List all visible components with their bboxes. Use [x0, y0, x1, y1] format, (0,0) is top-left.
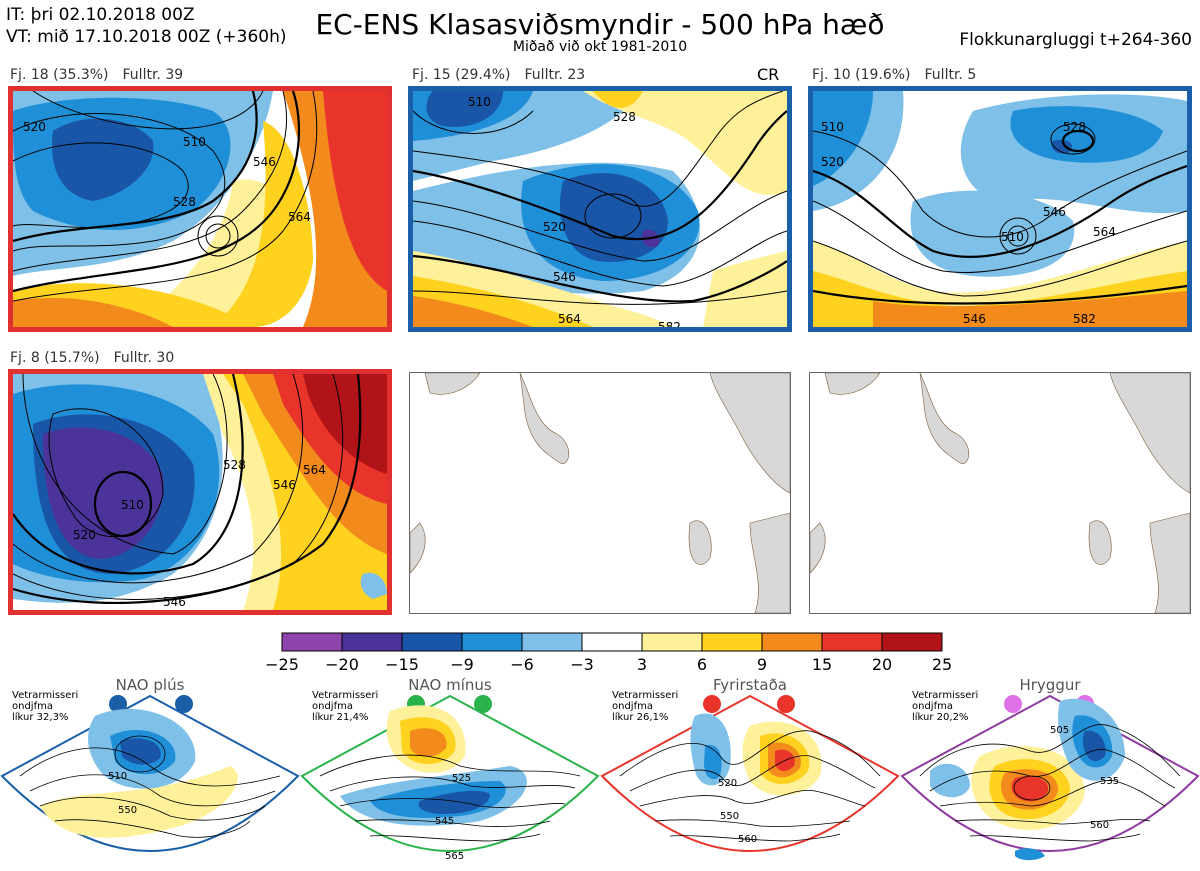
regime-nao-minus: NAO mínus Vetrarmisseri ondjfma líkur 21,4… — [300, 676, 600, 871]
colorbar-tick-label: −3 — [570, 655, 594, 674]
cluster-map-3: 528 510 520 510 546 564 546 582 — [808, 86, 1192, 332]
cluster-map-2: 510 528 520 546 564 582 — [408, 86, 792, 332]
colorbar-tick-label: 15 — [811, 655, 833, 674]
colorbar — [280, 632, 944, 656]
regime-note: Vetrarmisseri ondjfma líkur 21,4% — [312, 690, 379, 723]
contour-label: 520 — [821, 155, 844, 169]
contour-label: 546 — [553, 270, 576, 284]
regime-dot — [777, 695, 795, 713]
regime-contour-label: 545 — [435, 816, 454, 827]
colorbar-swatch — [881, 632, 943, 652]
regime-title: Hryggur — [1019, 676, 1081, 694]
colorbar-tick-label: −9 — [450, 655, 474, 674]
regime-contour-label: 550 — [720, 811, 739, 822]
contour-label: 582 — [1073, 312, 1096, 326]
contour-label: 564 — [303, 463, 326, 477]
contour-label: 520 — [23, 120, 46, 134]
contour-label: 582 — [658, 320, 681, 327]
colorbar-swatches — [281, 632, 943, 652]
colorbar-tick-label: −6 — [510, 655, 534, 674]
colorbar-tick-label: 9 — [756, 655, 768, 674]
colorbar-swatch — [641, 632, 703, 652]
empty-map-6 — [809, 372, 1191, 614]
regime-contour-label: 505 — [1050, 725, 1069, 736]
regime-nao-plus: NAO plús Vetrarmisseri ondjfma líkur 32,3%… — [0, 676, 300, 871]
regime-title: NAO mínus — [408, 676, 492, 694]
contour-label: 546 — [163, 595, 186, 609]
regime-dot — [1004, 695, 1022, 713]
contour-label: 528 — [173, 195, 196, 209]
contour-label: 528 — [223, 458, 246, 472]
regime-dot — [175, 695, 193, 713]
regime-title: NAO plús — [115, 676, 185, 694]
regime-contour-label: 560 — [738, 834, 757, 845]
contour-label: 510 — [121, 498, 144, 512]
control-run-tag: CR — [757, 65, 780, 84]
regime-note: Vetrarmisseri ondjfma líkur 26,1% — [612, 690, 679, 723]
regime-note: Vetrarmisseri ondjfma líkur 32,3% — [12, 690, 79, 723]
regime-title: Fyrirstaða — [713, 676, 787, 694]
colorbar-swatch — [821, 632, 883, 652]
panel-2-label: Fj. 15 (29.4%) Fulltr. 23 — [412, 67, 586, 83]
cluster-map-1: 510 528 520 546 564 — [8, 86, 392, 332]
contour-label: 546 — [253, 155, 276, 169]
cluster-map-4: 528 510 520 546 564 546 — [8, 369, 392, 615]
colorbar-swatch — [521, 632, 583, 652]
contour-label: 510 — [1001, 230, 1024, 244]
regime-contour-label: 520 — [718, 778, 737, 789]
contour-label: 510 — [468, 95, 491, 109]
panel-1-label: Fj. 18 (35.3%) Fulltr. 39 — [10, 67, 184, 83]
contour-label: 520 — [73, 528, 96, 542]
contour-label: 564 — [558, 312, 581, 326]
contour-label: 546 — [963, 312, 986, 326]
regime-note: Vetrarmisseri ondjfma líkur 20,2% — [912, 690, 979, 723]
colorbar-swatch — [461, 632, 523, 652]
contour-label: 546 — [273, 478, 296, 492]
contour-label: 546 — [1043, 205, 1066, 219]
empty-map-5 — [409, 372, 791, 614]
colorbar-tick-label: 20 — [871, 655, 893, 674]
regime-contour-label: 535 — [1100, 776, 1119, 787]
colorbar-swatch — [341, 632, 403, 652]
colorbar-swatch — [761, 632, 823, 652]
regime-dot — [703, 695, 721, 713]
colorbar-tick-label: −25 — [265, 655, 299, 674]
regime-contour-label: 565 — [445, 851, 464, 862]
colorbar-tick-label: 25 — [931, 655, 953, 674]
contour-label: 528 — [613, 110, 636, 124]
colorbar-swatch — [581, 632, 643, 652]
contour-label: 564 — [288, 210, 311, 224]
initial-time: IT: þri 02.10.2018 00Z — [6, 5, 195, 25]
contour-label: 510 — [821, 120, 844, 134]
regime-blocking: Fyrirstaða Vetrarmisseri ondjfma líkur 26,… — [600, 676, 900, 871]
colorbar-tick-label: 3 — [636, 655, 648, 674]
regime-contour-label: 550 — [118, 805, 137, 816]
regime-contour-label: 560 — [1090, 820, 1109, 831]
contour-label: 564 — [1093, 225, 1116, 239]
regime-dot — [109, 695, 127, 713]
page-subtitle: Miðað við okt 1981-2010 — [512, 39, 688, 55]
run-info: IT: þri 02.10.2018 00Z VT: mið 17.10.201… — [6, 4, 287, 48]
contour-label: 520 — [543, 220, 566, 234]
colorbar-swatch — [281, 632, 343, 652]
colorbar-tick-label: −20 — [325, 655, 359, 674]
colorbar-swatch — [401, 632, 463, 652]
regime-contour-label: 510 — [108, 771, 127, 782]
classification-window: Flokkunargluggi t+264-360 — [959, 30, 1192, 50]
regime-dot — [474, 695, 492, 713]
panel-4-label: Fj. 8 (15.7%) Fulltr. 30 — [10, 350, 175, 366]
colorbar-swatch — [701, 632, 763, 652]
regime-contour-label: 525 — [452, 773, 471, 784]
contour-label: 528 — [1063, 120, 1086, 134]
valid-time: VT: mið 17.10.2018 00Z (+360h) — [6, 27, 287, 47]
contour-label: 510 — [183, 135, 206, 149]
panel-3-label: Fj. 10 (19.6%) Fulltr. 5 — [812, 67, 977, 83]
colorbar-tick-label: −15 — [385, 655, 419, 674]
page-title: EC-ENS Klasasviðsmyndir - 500 hPa hæð — [315, 8, 885, 41]
regime-ridge: Hryggur Vetrarmisseri ondjfma líkur 20,2% … — [900, 676, 1200, 871]
colorbar-tick-label: 6 — [696, 655, 708, 674]
